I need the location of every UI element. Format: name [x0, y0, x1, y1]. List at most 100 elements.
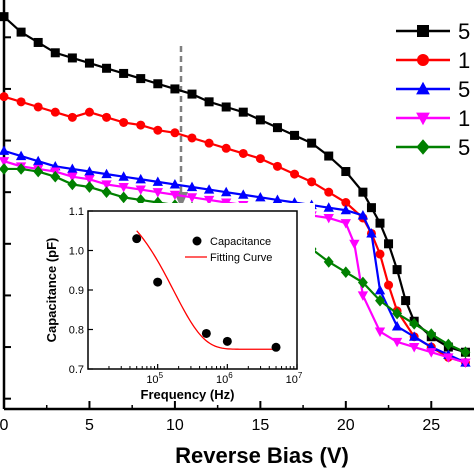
data-point — [186, 181, 198, 192]
data-point — [15, 150, 27, 161]
data-point — [187, 133, 197, 143]
inset-y-tick-label: 0.8 — [69, 325, 84, 337]
legend-label: 5 — [458, 19, 470, 44]
data-point — [349, 239, 360, 250]
data-point — [255, 154, 265, 164]
data-point — [443, 353, 454, 363]
data-point — [16, 97, 26, 107]
data-point — [307, 177, 317, 187]
data-point — [84, 166, 95, 176]
inset-fitting-curve — [136, 230, 277, 350]
data-point — [67, 163, 78, 173]
data-point — [118, 171, 129, 181]
data-point — [16, 27, 26, 37]
legend-label: 5 — [458, 77, 470, 102]
data-point — [290, 130, 300, 140]
data-point — [170, 128, 180, 138]
legend-marker — [416, 139, 430, 155]
legend-label: 1 — [458, 106, 470, 131]
inset-y-tick-label: 1.1 — [69, 206, 84, 218]
data-point — [409, 343, 420, 353]
data-point — [460, 358, 471, 368]
data-point — [101, 180, 112, 190]
inset-data-point — [153, 277, 163, 287]
data-point — [153, 125, 163, 135]
data-point — [357, 276, 368, 289]
data-point — [67, 112, 77, 122]
data-point — [324, 151, 334, 161]
data-point — [0, 145, 10, 155]
data-point — [272, 194, 283, 204]
data-point — [366, 228, 377, 238]
data-point — [409, 317, 420, 330]
data-point — [323, 202, 334, 212]
data-point — [340, 266, 351, 279]
data-point — [221, 102, 231, 112]
data-point — [169, 190, 181, 201]
legend-marker — [416, 81, 430, 95]
data-point — [67, 172, 78, 183]
data-point — [357, 291, 369, 301]
data-point — [50, 48, 60, 58]
data-point — [374, 327, 386, 337]
inset-x-tick-label: 105 — [146, 371, 163, 386]
data-point — [340, 219, 351, 229]
data-point — [426, 348, 437, 358]
data-point — [50, 107, 60, 117]
x-tick-label: 5 — [85, 417, 94, 434]
data-point — [384, 280, 394, 290]
data-point — [136, 120, 146, 130]
data-point — [323, 256, 334, 268]
x-tick-label: 10 — [166, 417, 184, 434]
data-point — [341, 198, 351, 207]
inset-y-tick-label: 0.7 — [69, 364, 84, 376]
data-point — [204, 97, 214, 107]
data-point — [384, 239, 394, 249]
inset-y-tick-label: 1.0 — [69, 246, 84, 258]
inset-legend-label-fit: Fitting Curve — [210, 252, 272, 264]
data-point — [392, 307, 403, 320]
data-point — [16, 163, 27, 175]
data-point — [401, 296, 411, 306]
x-axis-label: Reverse Bias (V) — [175, 443, 349, 468]
data-point — [392, 265, 402, 275]
inset-plot: 0.7 0.8 0.9 1.0 1.1 105 106 107 Frequency (Hz) Ca… — [38, 203, 315, 402]
data-point — [307, 138, 317, 148]
data-point — [102, 63, 112, 73]
x-tick-label: 15 — [251, 417, 269, 434]
data-point — [272, 161, 282, 171]
legend-marker — [417, 25, 429, 37]
data-point — [152, 176, 163, 186]
data-point — [358, 187, 368, 197]
data-point — [67, 53, 77, 63]
data-point — [169, 179, 181, 189]
data-point — [118, 191, 129, 204]
data-point — [119, 117, 129, 127]
data-point — [391, 321, 403, 331]
inset-legend-marker-capacitance — [192, 236, 202, 246]
data-point — [221, 143, 231, 153]
data-point — [409, 331, 420, 341]
data-point — [366, 203, 376, 213]
data-point — [375, 294, 385, 307]
inset-x-tick-label: 107 — [286, 371, 303, 386]
data-point — [33, 155, 44, 166]
inset-data-point — [201, 328, 211, 338]
data-point — [67, 178, 78, 191]
inset-data-point — [132, 234, 142, 244]
data-point — [443, 338, 454, 351]
data-point — [340, 204, 351, 215]
data-point — [135, 173, 146, 184]
data-point — [290, 169, 300, 179]
data-point — [118, 182, 129, 193]
data-point — [152, 188, 163, 198]
data-point — [170, 84, 180, 94]
data-point — [102, 112, 112, 122]
data-point — [0, 92, 9, 102]
data-point — [374, 284, 386, 295]
data-point — [391, 337, 403, 348]
data-point — [187, 89, 197, 99]
inset-data-point — [271, 342, 281, 352]
data-point — [101, 168, 112, 179]
data-point — [324, 187, 334, 197]
